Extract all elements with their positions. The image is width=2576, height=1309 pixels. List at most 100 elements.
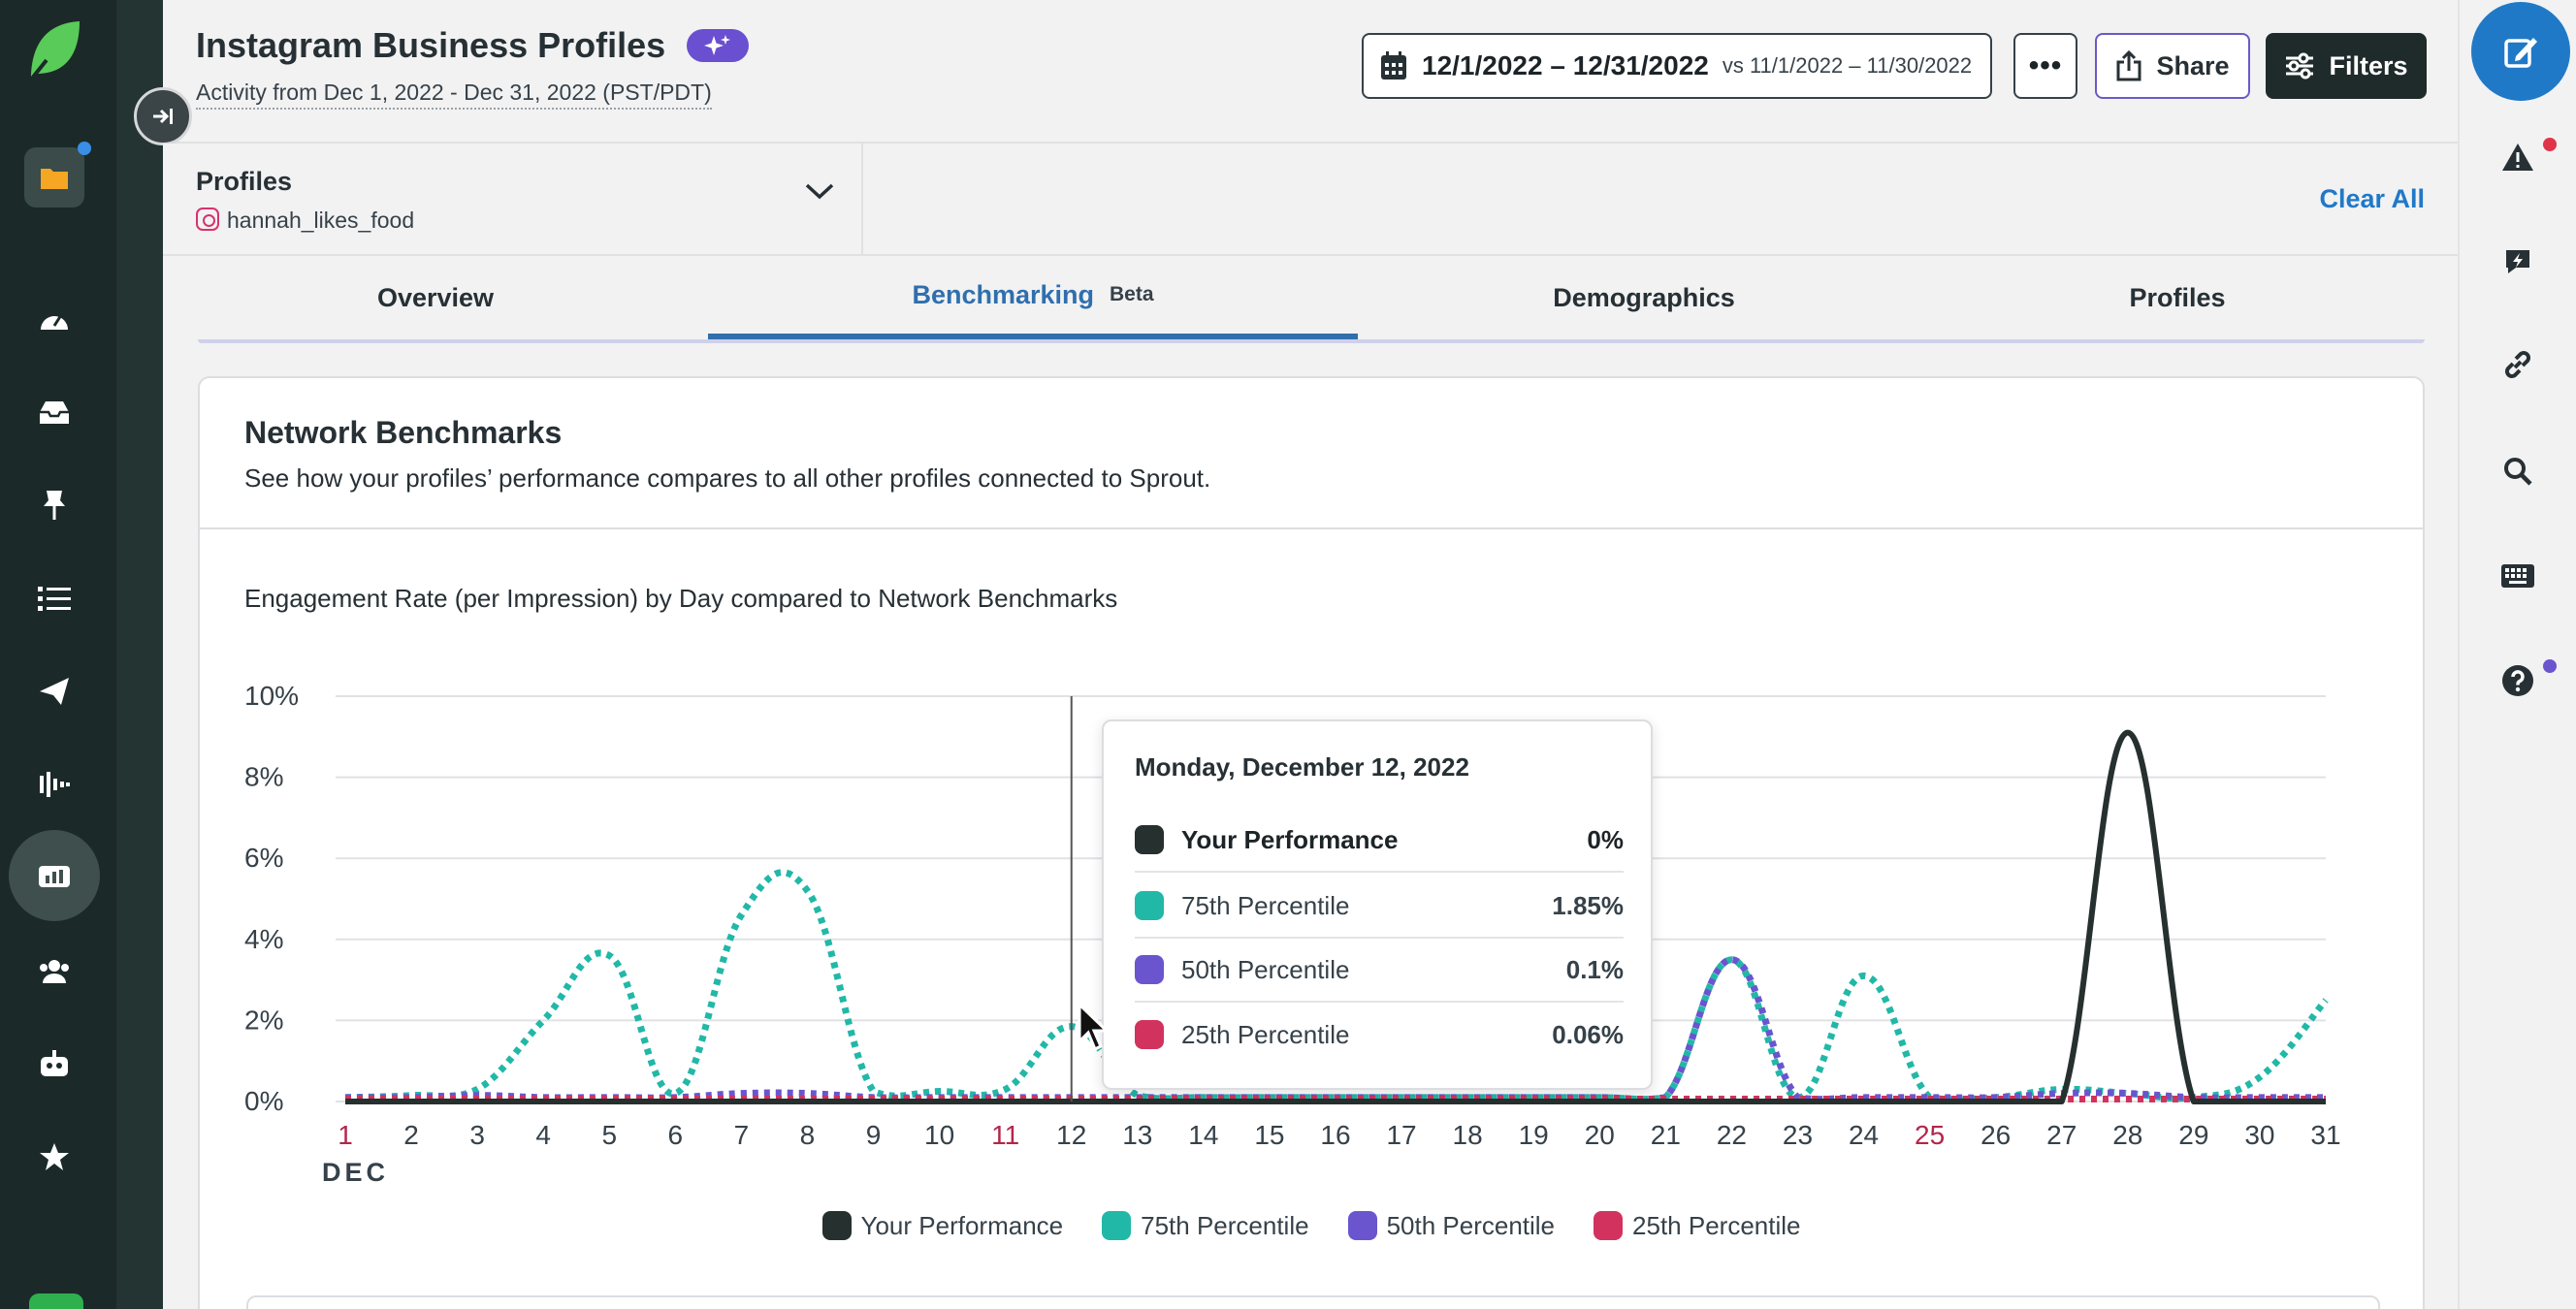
y-tick-label: 0% bbox=[244, 1086, 283, 1116]
series-75th-percentile-line bbox=[344, 869, 2329, 1103]
legend-item-50th-percentile[interactable]: 50th Percentile bbox=[1347, 1206, 1555, 1245]
x-tick-label: 11 bbox=[991, 1120, 1019, 1150]
y-tick-label: 6% bbox=[244, 843, 283, 873]
people-icon[interactable] bbox=[24, 941, 84, 1001]
y-tick-label: 8% bbox=[244, 762, 283, 792]
legend-item-75th-percentile[interactable]: 75th Percentile bbox=[1102, 1206, 1309, 1245]
profiles-label: Profiles bbox=[196, 167, 293, 196]
tooltip-row-your-performance: Your Performance 0% bbox=[1135, 809, 1624, 873]
y-tick-label: 4% bbox=[244, 924, 283, 954]
x-tick-label: 18 bbox=[1453, 1120, 1483, 1150]
reports-bar-chart-icon[interactable] bbox=[9, 830, 100, 921]
quick-action-bolt-icon[interactable] bbox=[2495, 239, 2541, 285]
legend-swatch bbox=[821, 1211, 852, 1240]
beta-badge: Beta bbox=[1110, 283, 1154, 305]
search-icon[interactable] bbox=[2495, 448, 2541, 495]
x-tick-label: 15 bbox=[1254, 1120, 1284, 1150]
previous-card-edge bbox=[198, 339, 2425, 343]
x-tick-label: 2 bbox=[403, 1120, 419, 1150]
date-range-value: 12/1/2022 – 12/31/2022 bbox=[1422, 50, 1709, 80]
x-tick-label: 20 bbox=[1585, 1120, 1615, 1150]
x-tick-label: 13 bbox=[1122, 1120, 1152, 1150]
right-rail bbox=[2458, 0, 2576, 1309]
legend-item-your-performance[interactable]: Your Performance bbox=[821, 1206, 1063, 1245]
tab-profiles-label: Profiles bbox=[2129, 282, 2226, 312]
x-tick-label: 14 bbox=[1188, 1120, 1218, 1150]
inbox-icon[interactable] bbox=[24, 382, 84, 442]
chevron-down-icon[interactable] bbox=[803, 180, 836, 202]
share-button[interactable]: Share bbox=[2095, 33, 2250, 99]
collapse-arrow-icon bbox=[153, 109, 173, 124]
card-description: See how your profiles’ performance compa… bbox=[244, 463, 1211, 493]
folder-notification-dot bbox=[78, 142, 91, 155]
date-range-picker[interactable]: 12/1/2022 – 12/31/2022 vs 11/1/2022 – 11… bbox=[1362, 33, 1992, 99]
chart-tooltip: Monday, December 12, 2022 Your Performan… bbox=[1102, 719, 1653, 1090]
help-center-tab[interactable] bbox=[29, 1293, 83, 1309]
more-options-button[interactable]: ••• bbox=[2013, 33, 2077, 99]
x-tick-label: 5 bbox=[601, 1120, 617, 1150]
x-tick-label: 6 bbox=[668, 1120, 684, 1150]
tooltip-value: 0.1% bbox=[1565, 954, 1624, 984]
star-review-icon[interactable] bbox=[24, 1127, 84, 1187]
tab-profiles[interactable]: Profiles bbox=[1930, 256, 2425, 339]
folder-icon[interactable] bbox=[24, 147, 84, 208]
keyboard-icon[interactable] bbox=[2495, 553, 2541, 599]
tab-demographics[interactable]: Demographics bbox=[1358, 256, 1930, 339]
y-tick-label: 2% bbox=[244, 1005, 283, 1035]
tooltip-label: 75th Percentile bbox=[1181, 890, 1350, 920]
activity-date-subtitle[interactable]: Activity from Dec 1, 2022 - Dec 31, 2022… bbox=[196, 80, 712, 110]
pin-icon[interactable] bbox=[24, 475, 84, 535]
tooltip-swatch bbox=[1135, 891, 1164, 920]
x-tick-label: 23 bbox=[1783, 1120, 1813, 1150]
tab-demographics-label: Demographics bbox=[1553, 282, 1735, 312]
collapse-sidebar-button[interactable] bbox=[134, 87, 192, 145]
compose-pencil-icon bbox=[2504, 38, 2537, 68]
tab-benchmarking-label: Benchmarking bbox=[912, 279, 1095, 309]
tooltip-label: 25th Percentile bbox=[1181, 1019, 1350, 1049]
mouse-cursor-icon bbox=[1078, 1003, 1111, 1052]
x-tick-label: 4 bbox=[535, 1120, 551, 1150]
nav-divider-strip bbox=[116, 0, 163, 1309]
profile-handle: hannah_likes_food bbox=[227, 208, 415, 233]
legend-item-25th-percentile[interactable]: 25th Percentile bbox=[1594, 1206, 1800, 1245]
filters-button[interactable]: Filters bbox=[2266, 33, 2427, 99]
card-header: Network Benchmarks See how your profiles… bbox=[200, 378, 2423, 529]
profiles-filter-row: Profiles hannah_likes_food Clear All bbox=[163, 144, 2458, 256]
tooltip-label: 50th Percentile bbox=[1181, 954, 1350, 984]
x-tick-label: 30 bbox=[2244, 1120, 2274, 1150]
clear-all-button[interactable]: Clear All bbox=[2319, 184, 2425, 213]
share-label: Share bbox=[2156, 50, 2230, 80]
tab-benchmarking[interactable]: Benchmarking Beta bbox=[708, 256, 1358, 339]
tab-overview[interactable]: Overview bbox=[163, 256, 708, 339]
tab-overview-label: Overview bbox=[376, 282, 495, 312]
tooltip-value: 1.85% bbox=[1552, 890, 1624, 920]
x-tick-label: 1 bbox=[338, 1120, 353, 1150]
sprout-logo-icon[interactable] bbox=[25, 17, 83, 85]
listening-waveform-icon[interactable] bbox=[24, 754, 84, 814]
filters-label: Filters bbox=[2329, 50, 2408, 80]
x-month-label: DEC bbox=[322, 1158, 389, 1187]
alert-triangle-icon[interactable] bbox=[2495, 134, 2541, 180]
dashboard-gauge-icon[interactable] bbox=[24, 289, 84, 349]
profiles-selector[interactable]: Profiles hannah_likes_food bbox=[163, 144, 863, 256]
next-card-edge bbox=[246, 1295, 2380, 1309]
x-tick-label: 25 bbox=[1915, 1120, 1945, 1150]
tooltip-row-75th-percentile: 75th Percentile 1.85% bbox=[1135, 875, 1624, 939]
left-navigation bbox=[0, 0, 163, 1309]
engagement-rate-line-chart[interactable]: 0%2%4%6%8%10%1 2 3 4 5 6 7 8 9 10 11 12 13 14 15 16 17 18… bbox=[200, 669, 2427, 1193]
send-icon[interactable] bbox=[24, 661, 84, 721]
link-icon[interactable] bbox=[2495, 341, 2541, 388]
list-icon[interactable] bbox=[24, 568, 84, 628]
tooltip-row-25th-percentile: 25th Percentile 0.06% bbox=[1135, 1003, 1624, 1067]
ai-sparkle-badge[interactable] bbox=[687, 29, 749, 62]
compose-button[interactable] bbox=[2471, 2, 2570, 101]
x-tick-label: 9 bbox=[866, 1120, 882, 1150]
y-tick-label: 10% bbox=[244, 681, 299, 711]
legend-swatch bbox=[1347, 1211, 1377, 1240]
chart-title: Engagement Rate (per Impression) by Day … bbox=[244, 584, 1118, 613]
tooltip-value: 0.06% bbox=[1552, 1019, 1624, 1049]
x-tick-label: 21 bbox=[1651, 1120, 1681, 1150]
alert-notification-dot bbox=[2543, 138, 2557, 151]
help-question-icon[interactable] bbox=[2495, 657, 2541, 704]
bot-icon[interactable] bbox=[24, 1034, 84, 1094]
